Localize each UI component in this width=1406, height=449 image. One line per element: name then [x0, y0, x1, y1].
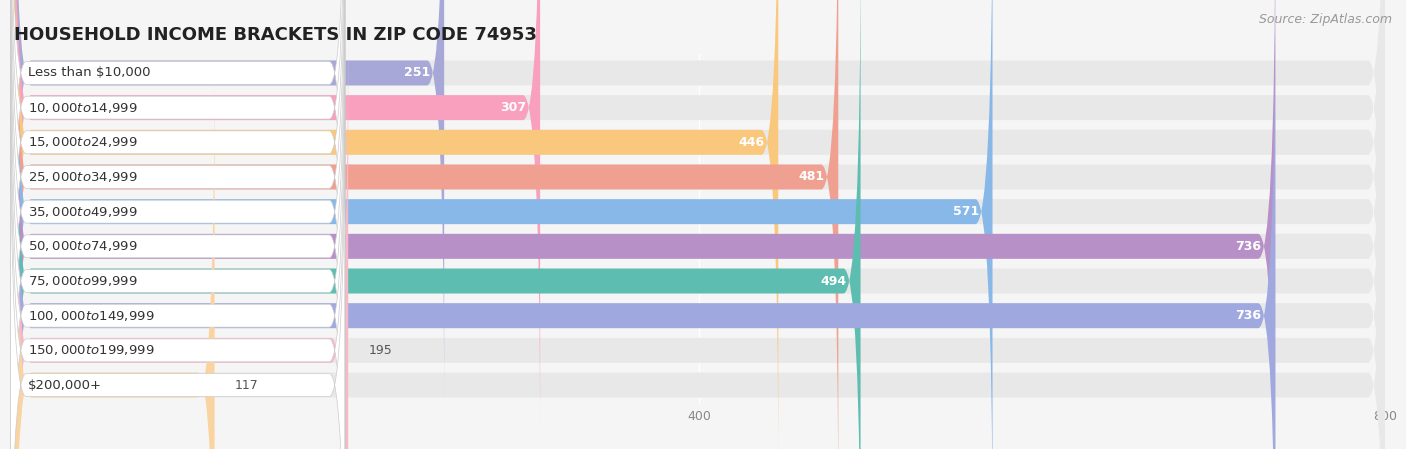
Text: 446: 446 — [738, 136, 765, 149]
FancyBboxPatch shape — [11, 0, 344, 449]
Text: $50,000 to $74,999: $50,000 to $74,999 — [28, 239, 138, 253]
Text: 571: 571 — [952, 205, 979, 218]
FancyBboxPatch shape — [14, 0, 1385, 449]
Text: $100,000 to $149,999: $100,000 to $149,999 — [28, 308, 155, 323]
Text: 195: 195 — [368, 344, 392, 357]
FancyBboxPatch shape — [14, 0, 1275, 449]
FancyBboxPatch shape — [14, 0, 1385, 449]
FancyBboxPatch shape — [14, 0, 1385, 449]
Text: 307: 307 — [501, 101, 526, 114]
FancyBboxPatch shape — [11, 0, 344, 449]
Text: $200,000+: $200,000+ — [28, 379, 101, 392]
FancyBboxPatch shape — [14, 0, 860, 449]
Text: $25,000 to $34,999: $25,000 to $34,999 — [28, 170, 138, 184]
Text: $10,000 to $14,999: $10,000 to $14,999 — [28, 101, 138, 114]
Text: 494: 494 — [821, 274, 846, 287]
FancyBboxPatch shape — [14, 0, 838, 449]
FancyBboxPatch shape — [11, 15, 344, 449]
FancyBboxPatch shape — [14, 0, 1275, 449]
FancyBboxPatch shape — [11, 0, 344, 443]
Text: $15,000 to $24,999: $15,000 to $24,999 — [28, 135, 138, 150]
Text: $35,000 to $49,999: $35,000 to $49,999 — [28, 205, 138, 219]
Text: 251: 251 — [404, 66, 430, 79]
Text: 736: 736 — [1236, 240, 1261, 253]
FancyBboxPatch shape — [14, 0, 993, 449]
FancyBboxPatch shape — [14, 51, 1385, 449]
FancyBboxPatch shape — [14, 16, 1385, 449]
Text: 736: 736 — [1236, 309, 1261, 322]
FancyBboxPatch shape — [11, 50, 344, 449]
FancyBboxPatch shape — [14, 51, 215, 449]
FancyBboxPatch shape — [14, 0, 540, 442]
Text: HOUSEHOLD INCOME BRACKETS IN ZIP CODE 74953: HOUSEHOLD INCOME BRACKETS IN ZIP CODE 74… — [14, 26, 537, 44]
Text: Source: ZipAtlas.com: Source: ZipAtlas.com — [1258, 13, 1392, 26]
FancyBboxPatch shape — [14, 16, 349, 449]
FancyBboxPatch shape — [14, 0, 1385, 407]
FancyBboxPatch shape — [11, 0, 344, 408]
FancyBboxPatch shape — [11, 0, 344, 449]
Text: $75,000 to $99,999: $75,000 to $99,999 — [28, 274, 138, 288]
FancyBboxPatch shape — [11, 0, 344, 374]
FancyBboxPatch shape — [14, 0, 779, 449]
FancyBboxPatch shape — [14, 0, 444, 407]
FancyBboxPatch shape — [14, 0, 1385, 449]
FancyBboxPatch shape — [11, 0, 344, 449]
Text: 481: 481 — [799, 171, 824, 184]
Text: $150,000 to $199,999: $150,000 to $199,999 — [28, 343, 155, 357]
Text: Less than $10,000: Less than $10,000 — [28, 66, 150, 79]
Text: 117: 117 — [235, 379, 259, 392]
FancyBboxPatch shape — [14, 0, 1385, 449]
FancyBboxPatch shape — [14, 0, 1385, 442]
FancyBboxPatch shape — [11, 84, 344, 449]
FancyBboxPatch shape — [14, 0, 1385, 449]
